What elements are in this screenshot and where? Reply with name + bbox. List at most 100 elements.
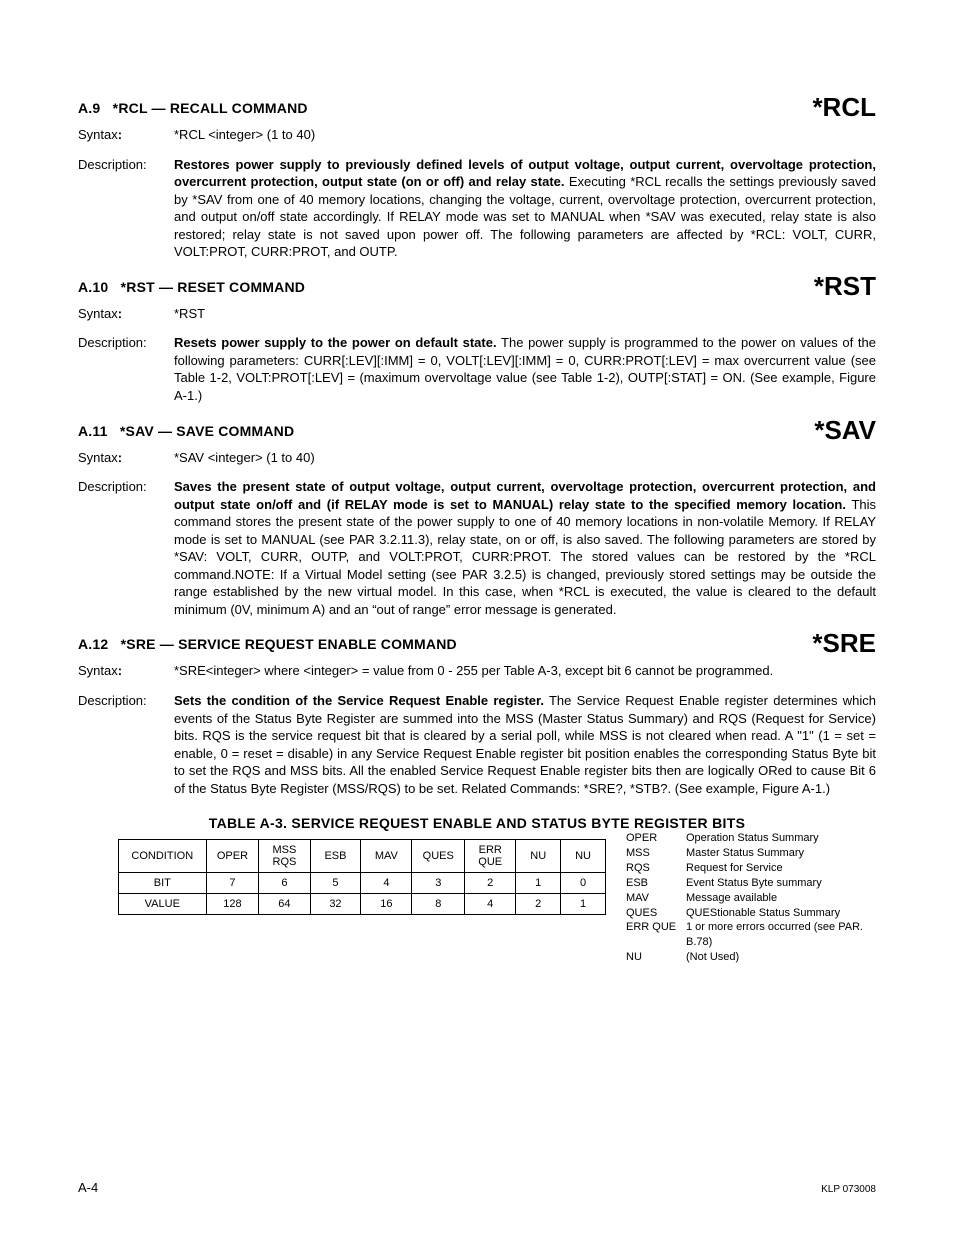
legend-val: Request for Service (686, 861, 783, 876)
th: ESB (310, 840, 361, 873)
legend-key: MSS (626, 846, 686, 861)
th: NU (516, 840, 561, 873)
syntax-label-text: Syntax (78, 663, 118, 678)
syntax-label: Syntax: (78, 305, 174, 323)
legend-row: MSSMaster Status Summary (626, 846, 876, 861)
desc-bold: Sets the condition of the Service Reques… (174, 693, 544, 708)
syntax-text: *SAV <integer> (1 to 40) (174, 449, 876, 467)
th: ERR QUE (465, 840, 516, 873)
desc-rest: The Service Request Enable register dete… (174, 693, 876, 796)
syntax-label-text: Syntax (78, 127, 118, 142)
syntax-text: *SRE<integer> where <integer> = value fr… (174, 662, 876, 680)
td: 1 (516, 873, 561, 894)
syntax-row: Syntax: *RST (78, 305, 876, 323)
section-header: A.9 *RCL — RECALL COMMAND *RCL (78, 100, 876, 120)
td: 32 (310, 894, 361, 915)
description-text: Sets the condition of the Service Reques… (174, 692, 876, 797)
doc-id: KLP 073008 (821, 1184, 876, 1195)
td: 2 (465, 873, 516, 894)
table-row: VALUE 128 64 32 16 8 4 2 1 (119, 894, 606, 915)
syntax-text: *RST (174, 305, 876, 323)
command-big-label: *SRE (812, 630, 876, 656)
command-big-label: *SAV (814, 417, 876, 443)
syntax-row: Syntax: *SAV <integer> (1 to 40) (78, 449, 876, 467)
section-title: A.11 *SAV — SAVE COMMAND (78, 423, 294, 439)
section-header: A.11 *SAV — SAVE COMMAND *SAV (78, 423, 876, 443)
table-header-row: CONDITION OPER MSS RQS ESB MAV QUES ERR … (119, 840, 606, 873)
th: OPER (206, 840, 259, 873)
description-row: Description: Sets the condition of the S… (78, 692, 876, 797)
td: 0 (561, 873, 606, 894)
th: QUES (412, 840, 465, 873)
section-rst: A.10 *RST — RESET COMMAND *RST Syntax: *… (78, 279, 876, 405)
section-sav: A.11 *SAV — SAVE COMMAND *SAV Syntax: *S… (78, 423, 876, 619)
description-row: Description: Restores power supply to pr… (78, 156, 876, 261)
td: 128 (206, 894, 259, 915)
syntax-label: Syntax: (78, 662, 174, 680)
legend-val: Master Status Summary (686, 846, 804, 861)
section-header: A.12 *SRE — SERVICE REQUEST ENABLE COMMA… (78, 636, 876, 656)
table-title: TABLE A-3. SERVICE REQUEST ENABLE AND ST… (78, 815, 876, 831)
syntax-row: Syntax: *RCL <integer> (1 to 40) (78, 126, 876, 144)
section-num: A.12 (78, 636, 108, 652)
section-name: *RST — RESET COMMAND (121, 279, 305, 295)
table-row: BIT 7 6 5 4 3 2 1 0 (119, 873, 606, 894)
description-text: Saves the present state of output voltag… (174, 478, 876, 618)
legend-key: OPER (626, 831, 686, 846)
syntax-label: Syntax: (78, 449, 174, 467)
syntax-text: *RCL <integer> (1 to 40) (174, 126, 876, 144)
legend-row: NU(Not Used) (626, 950, 876, 965)
th: MSS RQS (259, 840, 310, 873)
description-text: Resets power supply to the power on defa… (174, 334, 876, 404)
legend-row: ERR QUE1 or more errors occurred (see PA… (626, 920, 876, 950)
legend-row: QUESQUEStionable Status Summary (626, 906, 876, 921)
section-name: *SAV — SAVE COMMAND (120, 423, 294, 439)
section-sre: A.12 *SRE — SERVICE REQUEST ENABLE COMMA… (78, 636, 876, 797)
description-label: Description: (78, 692, 174, 797)
td: VALUE (119, 894, 207, 915)
legend: OPEROperation Status Summary MSSMaster S… (626, 831, 876, 965)
desc-bold: Resets power supply to the power on defa… (174, 335, 497, 350)
legend-key: QUES (626, 906, 686, 921)
table-wrap: CONDITION OPER MSS RQS ESB MAV QUES ERR … (78, 839, 876, 965)
legend-val: Event Status Byte summary (686, 876, 822, 891)
command-big-label: *RST (814, 273, 876, 299)
description-label: Description: (78, 334, 174, 404)
status-bits-table: CONDITION OPER MSS RQS ESB MAV QUES ERR … (118, 839, 606, 915)
td: 6 (259, 873, 310, 894)
section-name: *SRE — SERVICE REQUEST ENABLE COMMAND (121, 636, 457, 652)
legend-key: ESB (626, 876, 686, 891)
legend-row: RQSRequest for Service (626, 861, 876, 876)
legend-row: ESBEvent Status Byte summary (626, 876, 876, 891)
legend-key: RQS (626, 861, 686, 876)
description-label: Description: (78, 156, 174, 261)
legend-key: NU (626, 950, 686, 965)
td: BIT (119, 873, 207, 894)
section-num: A.11 (78, 423, 108, 439)
legend-key: MAV (626, 891, 686, 906)
syntax-label: Syntax: (78, 126, 174, 144)
syntax-label-text: Syntax (78, 450, 118, 465)
description-row: Description: Resets power supply to the … (78, 334, 876, 404)
td: 4 (361, 873, 412, 894)
syntax-label-text: Syntax (78, 306, 118, 321)
description-row: Description: Saves the present state of … (78, 478, 876, 618)
description-label: Description: (78, 478, 174, 618)
page: A.9 *RCL — RECALL COMMAND *RCL Syntax: *… (0, 0, 954, 1235)
section-rcl: A.9 *RCL — RECALL COMMAND *RCL Syntax: *… (78, 100, 876, 261)
th: NU (561, 840, 606, 873)
legend-key: ERR QUE (626, 920, 686, 950)
page-footer: A-4 KLP 073008 (78, 1180, 876, 1195)
command-big-label: *RCL (812, 94, 876, 120)
section-num: A.9 (78, 100, 100, 116)
desc-bold: Saves the present state of output voltag… (174, 479, 876, 512)
td: 2 (516, 894, 561, 915)
legend-val: QUEStionable Status Summary (686, 906, 840, 921)
td: 7 (206, 873, 259, 894)
legend-val: 1 or more errors occurred (see PAR. B.78… (686, 920, 876, 950)
legend-val: (Not Used) (686, 950, 739, 965)
td: 8 (412, 894, 465, 915)
desc-rest: This command stores the present state of… (174, 497, 876, 617)
td: 5 (310, 873, 361, 894)
td: 1 (561, 894, 606, 915)
